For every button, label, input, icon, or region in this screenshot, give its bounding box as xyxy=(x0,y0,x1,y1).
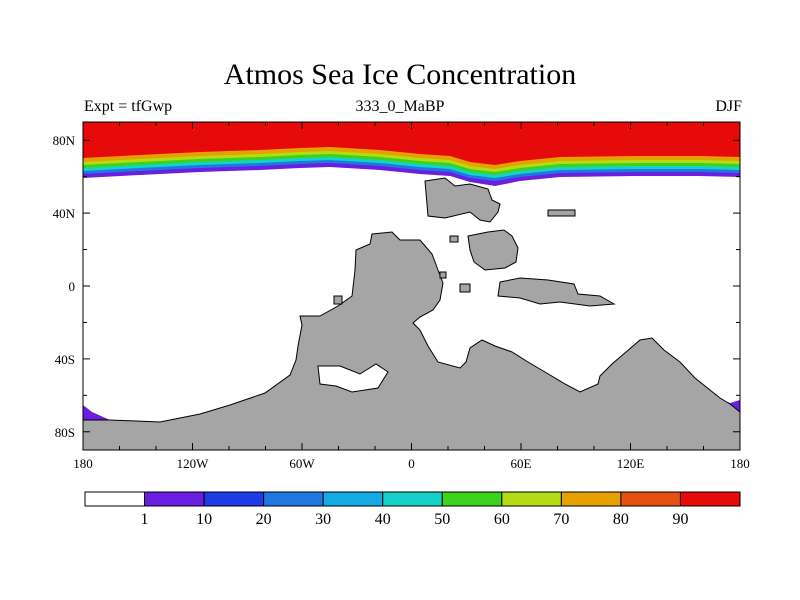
colorbar-boxes xyxy=(84,491,741,507)
land-island-2 xyxy=(459,283,471,293)
colorbar-box xyxy=(679,491,741,507)
season-label: DJF xyxy=(715,98,742,115)
colorbar-label: 1 xyxy=(141,511,149,528)
colorbar-label: 10 xyxy=(196,511,212,528)
colorbar-box xyxy=(84,491,146,507)
colorbar-box xyxy=(322,491,384,507)
y-tick-label: 40S xyxy=(55,352,75,367)
colorbar-label: 20 xyxy=(256,511,272,528)
y-tick-labels: 80N 40N 0 40S 80S xyxy=(53,133,76,440)
land-island-3 xyxy=(333,295,343,305)
y-tick-label: 80N xyxy=(53,133,76,148)
colorbar-box xyxy=(441,491,503,507)
experiment-label: Expt = tfGwp xyxy=(84,98,173,115)
colorbar-label: 60 xyxy=(494,511,510,528)
colorbar-box xyxy=(382,491,443,507)
colorbar-box xyxy=(501,491,562,507)
colorbar-label: 50 xyxy=(434,511,450,528)
land-east-mid xyxy=(467,229,519,271)
land-north-block xyxy=(424,177,501,223)
colorbar: 1 10 20 30 40 50 60 70 80 90 xyxy=(84,491,741,528)
y-tick-label: 40N xyxy=(53,206,76,221)
y-tick-label: 0 xyxy=(69,279,76,294)
colorbar-labels: 1 10 20 30 40 50 60 70 80 90 xyxy=(141,511,689,528)
x-tick-label: 120W xyxy=(177,456,210,471)
land-island-4 xyxy=(439,271,447,279)
land-central xyxy=(82,231,741,451)
x-tick-label: 180 xyxy=(730,456,750,471)
tick-marks xyxy=(82,122,741,450)
land-layer xyxy=(82,177,741,451)
inland-sea-layer xyxy=(317,363,389,393)
colorbar-label: 90 xyxy=(672,511,688,528)
time-label: 333_0_MaBP xyxy=(355,98,445,115)
land-island-1 xyxy=(449,235,459,243)
colorbar-box xyxy=(263,491,324,507)
colorbar-box xyxy=(620,491,681,507)
plot-title: Atmos Sea Ice Concentration xyxy=(223,58,577,91)
land-east-bar xyxy=(547,209,576,217)
colorbar-box xyxy=(560,491,622,507)
colorbar-box xyxy=(144,491,205,507)
north-ice-90pct xyxy=(83,122,740,165)
inland-sea xyxy=(317,363,389,393)
x-tick-label: 0 xyxy=(408,456,415,471)
colorbar-label: 30 xyxy=(315,511,331,528)
x-tick-labels: 180 120W 60W 0 60E 120E 180 xyxy=(73,456,750,471)
x-tick-label: 60E xyxy=(511,456,532,471)
land-east-spur xyxy=(497,277,616,307)
plot-frame: 180 120W 60W 0 60E 120E 180 80N 40N 0 40S 80S xyxy=(53,121,750,471)
x-tick-label: 180 xyxy=(73,456,93,471)
colorbar-box xyxy=(203,491,265,507)
colorbar-label: 70 xyxy=(553,511,569,528)
y-tick-label: 80S xyxy=(55,425,75,440)
x-tick-label: 60W xyxy=(289,456,315,471)
colorbar-label: 40 xyxy=(375,511,391,528)
colorbar-label: 80 xyxy=(613,511,629,528)
x-tick-label: 120E xyxy=(617,456,645,471)
